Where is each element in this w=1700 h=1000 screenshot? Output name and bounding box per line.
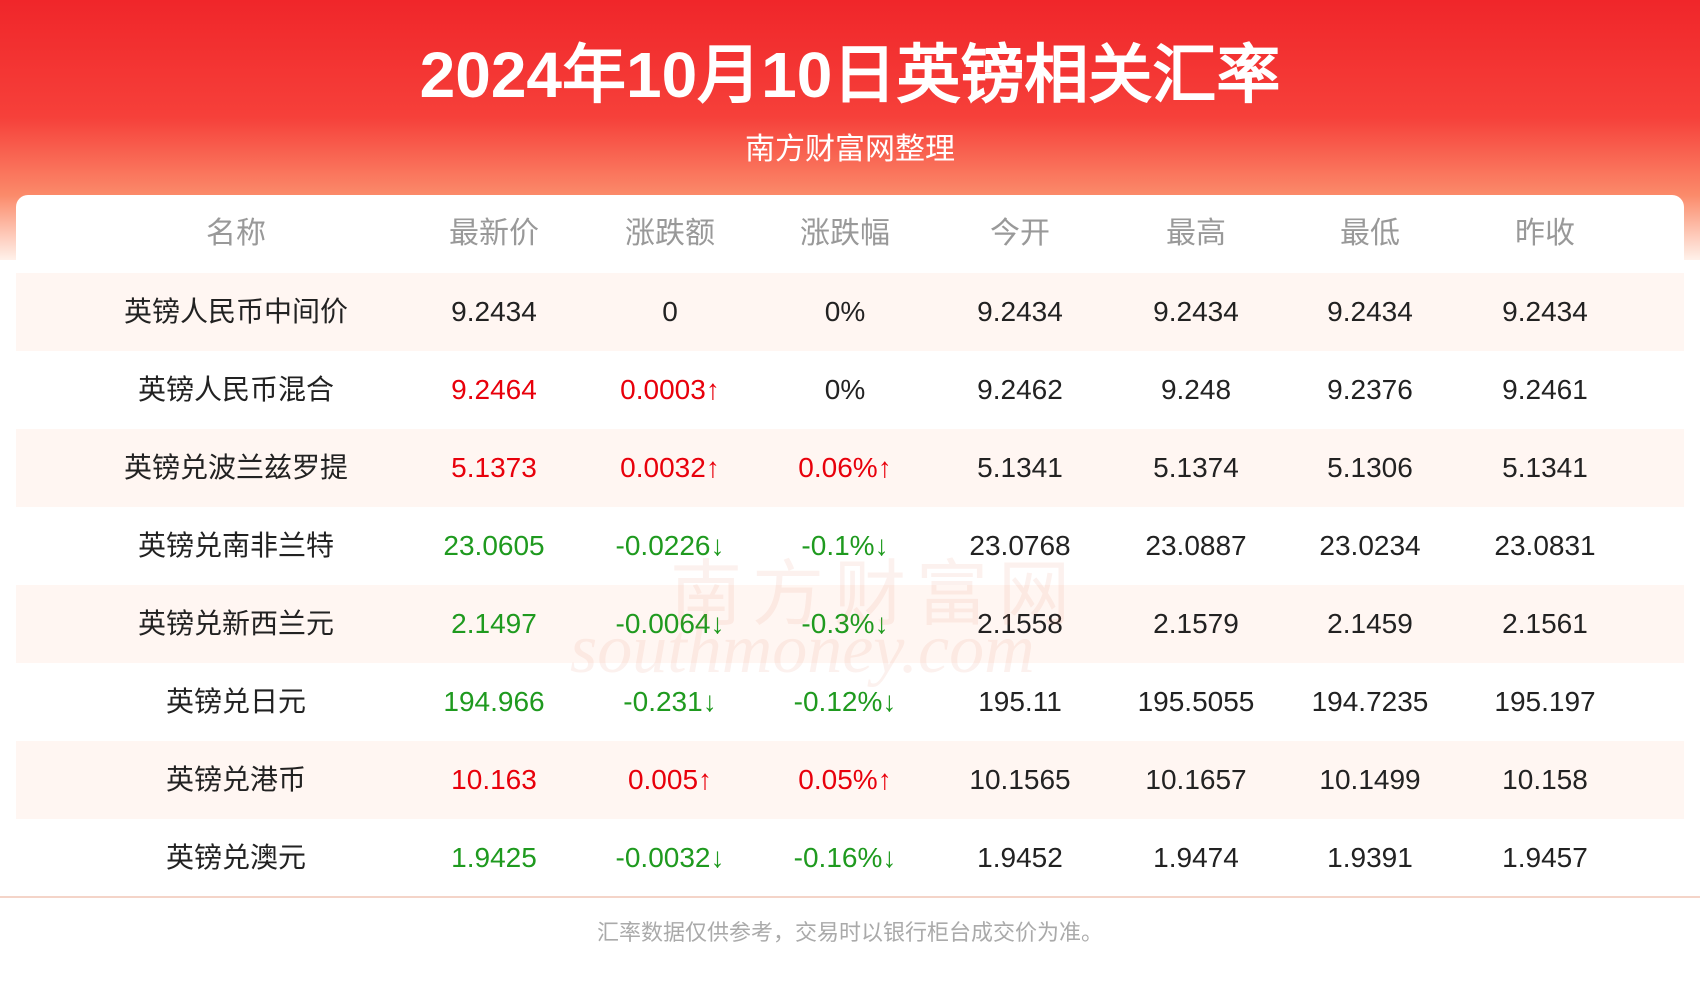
cell-value: 23.0887 bbox=[1145, 530, 1247, 561]
cell-value: 194.966 bbox=[443, 686, 545, 717]
cell-value: 5.1373 bbox=[451, 452, 537, 483]
cell-value: 5.1306 bbox=[1327, 452, 1413, 483]
cell-value: 5.1374 bbox=[1153, 452, 1239, 483]
column-header: 昨收 bbox=[1515, 217, 1575, 250]
row-name: 英镑兑港币 bbox=[165, 764, 306, 795]
cell-value: 10.1499 bbox=[1319, 764, 1421, 795]
title: 2024年10月10日英镑相关汇率 bbox=[419, 39, 1281, 111]
row-name: 英镑兑南非兰特 bbox=[137, 530, 334, 561]
watermark: southmoney.com bbox=[570, 611, 1035, 688]
cell-value: -0.3%↓ bbox=[801, 608, 889, 639]
cell-value: 195.11 bbox=[978, 686, 1062, 717]
cell-value: 10.1565 bbox=[969, 764, 1071, 795]
cell-value: 9.2434 bbox=[451, 296, 537, 327]
row-name: 英镑兑日元 bbox=[165, 686, 306, 717]
column-header: 涨跌额 bbox=[625, 217, 715, 250]
cell-value: -0.0032↓ bbox=[615, 842, 725, 873]
row-band bbox=[16, 273, 1684, 351]
cell-value: 9.2461 bbox=[1502, 374, 1588, 405]
cell-value: 1.9474 bbox=[1153, 842, 1239, 873]
column-header: 最新价 bbox=[449, 217, 539, 250]
cell-value: 1.9457 bbox=[1502, 842, 1588, 873]
row-name: 英镑人民币混合 bbox=[137, 374, 334, 405]
cell-value: 0.05%↑ bbox=[798, 764, 892, 795]
cell-value: -0.0226↓ bbox=[615, 530, 725, 561]
row-band bbox=[16, 585, 1684, 663]
cell-value: -0.231↓ bbox=[623, 686, 717, 717]
cell-value: 0.06%↑ bbox=[798, 452, 892, 483]
cell-value: 10.1657 bbox=[1145, 764, 1247, 795]
cell-value: 23.0234 bbox=[1319, 530, 1421, 561]
column-header: 名称 bbox=[206, 217, 266, 250]
cell-value: 1.9452 bbox=[977, 842, 1063, 873]
cell-value: 23.0768 bbox=[969, 530, 1071, 561]
cell-value: 2.1579 bbox=[1153, 608, 1239, 639]
cell-value: 195.197 bbox=[1494, 686, 1596, 717]
column-header: 涨跌幅 bbox=[800, 217, 890, 250]
cell-value: 9.2434 bbox=[1153, 296, 1239, 327]
cell-value: 194.7235 bbox=[1311, 686, 1429, 717]
column-header: 今开 bbox=[990, 217, 1050, 250]
cell-value: 23.0605 bbox=[443, 530, 545, 561]
cell-value: 10.163 bbox=[451, 764, 537, 795]
cell-value: 2.1497 bbox=[451, 608, 537, 639]
cell-value: 9.2376 bbox=[1327, 374, 1413, 405]
table: 名称 最新价 涨跌额 涨跌幅 今开 最高 最低 昨收英镑人民币中间价 9.2434 0 0% 9.24… bbox=[16, 195, 1684, 895]
cell-value: -0.0064↓ bbox=[615, 608, 725, 639]
cell-value: -0.16%↓ bbox=[793, 842, 897, 873]
cell-value: 195.5055 bbox=[1137, 686, 1255, 717]
cell-value: 10.158 bbox=[1502, 764, 1588, 795]
cell-value: 9.2464 bbox=[451, 374, 537, 405]
cell-value: 0 bbox=[662, 296, 678, 327]
row-name: 英镑兑澳元 bbox=[165, 842, 306, 873]
column-header: 最高 bbox=[1166, 217, 1226, 250]
cell-value: 2.1561 bbox=[1502, 608, 1588, 639]
cell-value: 9.2462 bbox=[977, 374, 1063, 405]
row-name: 英镑兑新西兰元 bbox=[137, 608, 334, 639]
cell-value: -0.1%↓ bbox=[801, 530, 889, 561]
cell-value: 0% bbox=[824, 296, 866, 327]
row-band bbox=[16, 429, 1684, 507]
row-name: 英镑人民币中间价 bbox=[123, 296, 348, 327]
cell-value: 2.1558 bbox=[977, 608, 1063, 639]
subtitle: 南方财富网整理 bbox=[745, 133, 955, 166]
cell-value: 0.0003↑ bbox=[620, 374, 720, 405]
cell-value: 9.2434 bbox=[1502, 296, 1588, 327]
cell-value: 5.1341 bbox=[1502, 452, 1588, 483]
cell-value: 0% bbox=[824, 374, 866, 405]
cell-value: 0.0032↑ bbox=[620, 452, 720, 483]
divider bbox=[0, 896, 1700, 898]
cell-value: 0.005↑ bbox=[627, 764, 713, 795]
row-name: 英镑兑波兰兹罗提 bbox=[123, 452, 348, 483]
footer-note: 汇率数据仅供参考，交易时以银行柜台成交价为准。 bbox=[596, 920, 1103, 945]
cell-value: 23.0831 bbox=[1494, 530, 1596, 561]
cell-value: -0.12%↓ bbox=[793, 686, 897, 717]
row-band bbox=[16, 741, 1684, 819]
column-header: 最低 bbox=[1340, 217, 1400, 250]
cell-value: 9.2434 bbox=[977, 296, 1063, 327]
cell-value: 2.1459 bbox=[1327, 608, 1413, 639]
cell-value: 9.248 bbox=[1160, 374, 1232, 405]
cell-value: 1.9391 bbox=[1327, 842, 1413, 873]
cell-value: 9.2434 bbox=[1327, 296, 1413, 327]
watermark: 南方财富网 bbox=[670, 555, 1081, 635]
cell-value: 1.9425 bbox=[451, 842, 537, 873]
cell-value: 5.1341 bbox=[977, 452, 1063, 483]
